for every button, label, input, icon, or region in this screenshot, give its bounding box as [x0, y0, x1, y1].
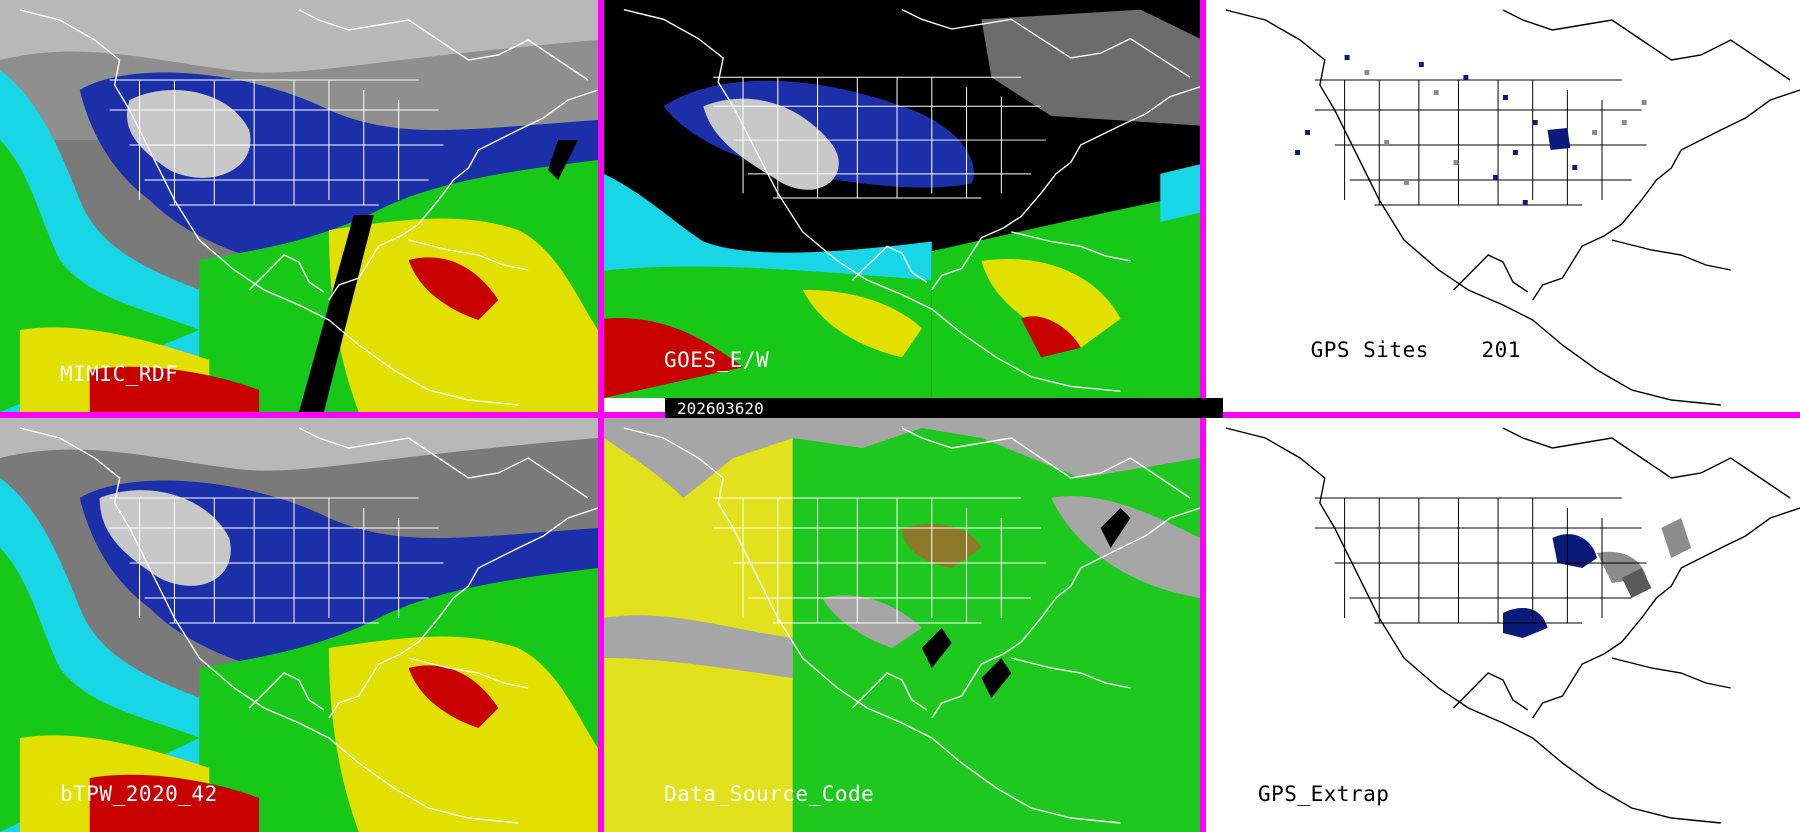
panel-label: bTPW_2020_42	[60, 782, 218, 806]
panel-label: MIMIC_RDF	[60, 362, 179, 386]
gps-sites-map: GPS Sites 201	[1206, 0, 1800, 412]
panel-label: GOES_E/W	[664, 348, 770, 372]
timestamp: 202603620	[677, 399, 764, 418]
btpw-map: bTPW_2020_42	[0, 418, 598, 832]
gps-sites-label: GPS Sites	[1310, 338, 1429, 362]
gps-extrap-map: GPS_Extrap	[1206, 418, 1800, 832]
mimic-rdf-map: MIMIC_RDF	[0, 0, 598, 412]
panel-label: GPS_Extrap	[1258, 782, 1390, 806]
panel-label: GPS Sites 201	[1258, 314, 1521, 386]
panel-label: Data_Source_Code	[664, 782, 875, 806]
gps-sites-count: 201	[1481, 338, 1521, 362]
goes-ew-map: GOES_E/W	[604, 0, 1200, 398]
data-source-code-map: Data_Source_Code	[604, 418, 1200, 832]
timestamp-bar: 202603620	[665, 398, 1223, 418]
